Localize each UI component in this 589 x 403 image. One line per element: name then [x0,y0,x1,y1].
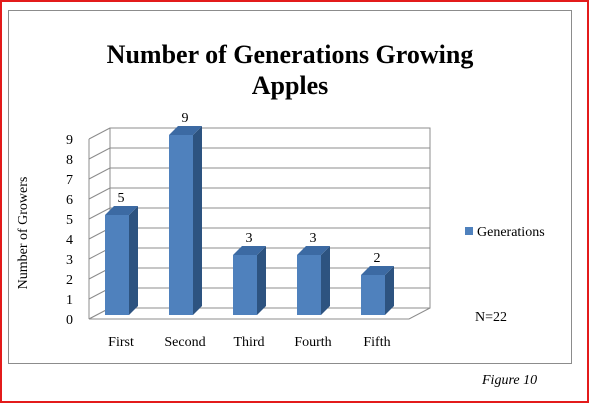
data-label: 9 [182,111,189,126]
figure-caption: Figure 10 [482,373,538,388]
side-gridline [88,207,111,220]
bar-top [361,266,394,275]
x-tick-label: Second [164,335,205,350]
x-tick-label: Third [233,335,264,350]
data-label: 2 [374,251,381,266]
legend-label: Generations [477,225,545,240]
bar-chart: 0 1 2 3 4 5 6 7 8 9 Number of Growers 5 First 9 Second… [16,111,545,350]
bar-side [193,126,202,315]
y-axis-title: Number of Growers [16,177,31,290]
chart-title: Number of Generations Growing Apples [9,39,571,101]
bar-side [257,246,266,315]
y-tick-label: 9 [66,133,73,148]
chart-area: Number of Generations Growing Apples 0 1 2… [8,10,572,364]
bar-top [297,246,330,255]
legend-swatch [465,227,473,235]
data-label: 5 [118,191,125,206]
bar-top [169,126,202,135]
bar [361,275,385,315]
y-tick-label: 2 [66,273,73,288]
data-label: 3 [310,231,317,246]
bar [233,255,257,315]
side-gridline [88,167,111,180]
bar-top [105,206,138,215]
bar-side [321,246,330,315]
chart-title-line-2: Apples [251,71,329,100]
y-tick-label: 3 [66,253,73,268]
x-tick-label: Fourth [294,335,331,350]
side-gridline [88,127,111,140]
side-gridline [88,147,111,160]
bar [169,135,193,315]
y-tick-label: 8 [66,153,73,168]
bar [297,255,321,315]
side-gridline [88,187,111,200]
bar-side [385,266,394,315]
y-tick-label: 1 [66,293,73,308]
bar-top [233,246,266,255]
chart-title-line-1: Number of Generations Growing [106,40,474,69]
data-label: 3 [246,231,253,246]
y-tick-label: 6 [66,193,73,208]
x-tick-label: First [108,335,134,350]
bar [105,215,129,315]
bar-side [129,206,138,315]
y-tick-label: 5 [66,213,73,228]
sample-size-annotation: N=22 [475,310,507,325]
y-tick-label: 0 [66,313,73,328]
y-tick-label: 4 [66,233,73,248]
x-tick-label: Fifth [363,335,390,350]
y-tick-label: 7 [66,173,73,188]
